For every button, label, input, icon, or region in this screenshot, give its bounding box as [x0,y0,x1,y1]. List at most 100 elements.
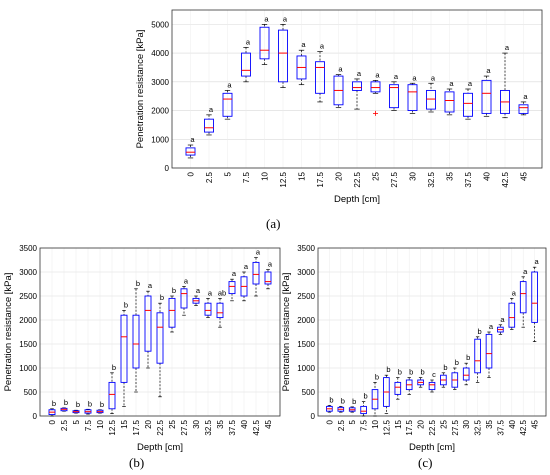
iqr-box [463,92,473,117]
x-tick-label: 42.5 [252,419,261,435]
group-letter: a [489,322,494,331]
group-letter: a [535,257,540,266]
y-tick-label: 5000 [151,20,169,29]
y-tick-label: 1000 [297,364,315,373]
x-tick-label: 25 [372,171,381,180]
box-5: a [222,80,233,120]
box-15: a [296,40,307,86]
x-tick-label: 22.5 [156,419,165,435]
y-axis-label: Penetration resistance [kPa] [281,273,292,392]
box-35: a [485,322,494,378]
x-tick-label: 0 [325,419,334,424]
box-22.5: a [352,69,362,110]
y-tick-label: 0 [311,412,316,421]
group-letter: ab [218,288,226,297]
x-tick-label: 0 [48,419,57,424]
group-letter: a [500,315,505,324]
y-tick-label: 3500 [19,244,37,253]
y-tick-label: 3000 [297,268,315,277]
x-tick-label: 37.5 [464,171,473,187]
box-40: a [240,262,249,302]
iqr-box [228,281,236,295]
iqr-box [132,314,140,369]
x-tick-label: 12.5 [382,419,391,435]
y-tick-label: 1500 [297,340,315,349]
box-30: b [462,353,470,386]
iqr-box [360,405,367,415]
box-45: a [531,257,540,342]
group-letter: b [76,400,80,409]
box-37.5: a [497,315,505,335]
box-25: b [168,286,176,333]
x-tick-label: 20 [417,419,426,428]
x-tick-label: 5 [348,419,357,424]
group-letter: b [112,363,116,372]
box-27.5: b [451,358,459,390]
x-tick-label: 2.5 [337,419,346,431]
x-tick-label: 15 [298,171,307,180]
box-15: b [120,300,128,407]
group-letter: a [264,14,269,23]
box-27.5: a [180,276,189,316]
x-tick-label: 27.5 [180,419,189,435]
group-letter: b [329,395,333,404]
iqr-box [120,314,128,383]
group-letter: a [209,105,214,114]
x-tick-label: 35 [485,419,494,428]
x-tick-label: 42.5 [519,419,528,435]
iqr-box [444,91,455,113]
group-letter: a [190,135,195,144]
group-letter: a [512,288,517,297]
plot-frame [39,247,281,417]
box-0: a [185,135,196,159]
y-tick-label: 4000 [151,49,169,58]
group-letter: a [338,65,343,74]
group-letter: b [352,397,356,406]
iqr-box [315,61,325,94]
group-letter: b [443,363,447,372]
group-letter: b [160,293,164,302]
y-tick-label: 0 [165,164,170,173]
iqr-box [370,81,381,93]
iqr-box [394,381,402,395]
chart-b: 0 500 1000 1500 2000 2500 3000 3500 b 0 b 2.5 b 5 b 7.5… [3,244,281,453]
group-letter: b [466,353,470,362]
y-tick-label: 500 [302,388,316,397]
x-tick-label: 30 [462,419,471,428]
plot-frame [317,247,547,417]
iqr-box [264,271,272,285]
group-letter: b [478,327,482,336]
iqr-box [259,26,270,60]
y-tick-label: 0 [33,412,38,421]
x-tick-label: 7.5 [242,171,251,183]
box-42.5: a [519,267,528,328]
iqr-box [481,79,492,114]
group-letter: a [320,42,325,51]
iqr-box [407,84,418,111]
box-2.5: b [60,398,68,412]
iqr-box [485,333,493,369]
caption-a: (a) [266,216,281,231]
iqr-box [185,147,196,156]
x-tick-label: 40 [508,419,517,428]
group-letter: a [227,80,232,89]
box-30: a [407,73,418,114]
x-tick-label: 37.5 [496,419,505,435]
x-tick-label: 10 [96,419,105,428]
box-42.5: a [500,43,510,119]
x-tick-label: 5 [224,171,233,176]
box-32.5: a [426,73,436,113]
x-tick-label: 35 [216,419,225,428]
box-15: b [394,368,402,400]
iqr-box [518,104,529,114]
x-tick-label: 27.5 [390,171,399,187]
iqr-box [156,312,164,364]
iqr-box [108,381,116,410]
iqr-box [389,84,399,109]
box-22.5: c [428,370,436,393]
x-tick-label: 17.5 [316,171,325,187]
box-27.5: a [389,72,399,111]
iqr-box [426,89,436,110]
box-7.5: b [84,399,92,415]
x-tick-label: 10 [371,419,380,428]
